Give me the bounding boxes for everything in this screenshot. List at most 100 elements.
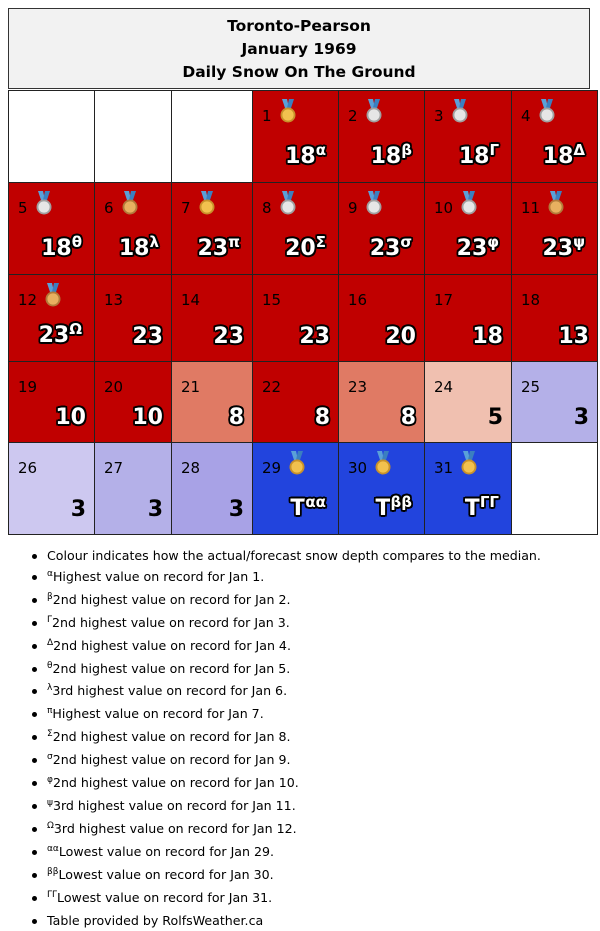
record-marker: α [316,141,326,159]
snow-depth-value: 20 [385,325,416,349]
note-marker: π [47,706,52,716]
note-text: 3rd highest value on record for Jan 11. [53,798,296,813]
note-text: 3rd highest value on record for Jan 6. [52,683,287,698]
note-item: ΓΓLowest value on record for Jan 31. [47,888,541,911]
silver-medal-icon [536,99,558,125]
day-number: 18 [521,292,540,309]
note-text: 2nd highest value on record for Jan 2. [53,592,291,607]
gold-medal-icon [277,99,299,125]
snow-depth-value: 18λ [119,237,159,262]
day-number: 12 [18,292,37,309]
day-number: 4 [521,108,531,125]
day-number: 17 [434,292,453,309]
note-item: αHighest value on record for Jan 1. [47,567,541,590]
day-number: 14 [181,292,200,309]
note-item: Δ2nd highest value on record for Jan 4. [47,636,541,659]
day-number: 29 [262,460,281,477]
note-item: πHighest value on record for Jan 7. [47,704,541,727]
snow-depth-value: 18Γ [459,145,499,170]
day-number: 15 [262,292,281,309]
note-text: Lowest value on record for Jan 30. [59,867,274,882]
snow-depth-value: TΓΓ [465,497,499,522]
note-marker: Ω [47,821,54,831]
day-number: 1 [262,108,272,125]
day-number: 20 [104,379,123,396]
day-number: 27 [104,460,123,477]
note-marker: β [47,592,53,602]
day-number: 5 [18,200,28,217]
day-number: 6 [104,200,114,217]
day-number: 2 [348,108,358,125]
snow-depth-value: 23ψ [542,237,585,262]
gold-medal-icon [458,451,480,477]
snow-depth-value: 3 [574,406,589,430]
notes-list: Colour indicates how the actual/forecast… [8,546,541,931]
gold-medal-icon [196,191,218,217]
day-cell: 7 23π [172,183,253,275]
day-cell: 11 23ψ [512,183,598,275]
empty-cell [9,91,95,183]
day-cell: 27 3 [95,443,172,535]
bronze-medal-icon [545,191,567,217]
note-text: 3rd highest value on record for Jan 12. [54,821,297,836]
day-number: 11 [521,200,540,217]
record-marker: ββ [391,493,412,511]
snow-depth-value: 23π [198,237,241,262]
note-item: Σ2nd highest value on record for Jan 8. [47,727,541,750]
note-text: Highest value on record for Jan 1. [53,569,264,584]
snow-depth-value: 3 [71,498,86,522]
snow-depth-value: 18 [472,325,503,349]
note-marker: ΓΓ [47,890,57,900]
note-item: β2nd highest value on record for Jan 2. [47,590,541,613]
note-marker: ψ [47,798,53,808]
snow-depth-value: Tαα [290,497,326,522]
note-marker: ββ [47,867,59,877]
silver-medal-icon [458,191,480,217]
note-item: θ2nd highest value on record for Jan 5. [47,659,541,682]
note-text: 2nd highest value on record for Jan 4. [53,638,291,653]
note-text: Lowest value on record for Jan 31. [57,890,272,905]
note-marker: λ [47,683,52,693]
record-marker: αα [305,493,326,511]
day-number: 21 [181,379,200,396]
day-cell: 29 Tαα [253,443,339,535]
snow-depth-value: 23 [299,325,330,349]
day-cell: 14 23 [172,275,253,362]
snow-depth-value: Tββ [376,497,413,522]
record-marker: θ [72,233,82,251]
note-item: λ3rd highest value on record for Jan 6. [47,681,541,704]
snow-depth-value: 10 [132,406,163,430]
empty-cell [172,91,253,183]
day-number: 30 [348,460,367,477]
snow-depth-value: 23 [213,325,244,349]
note-text: 2nd highest value on record for Jan 5. [53,661,291,676]
note-text: Table provided by RolfsWeather.ca [47,913,263,928]
snow-depth-value: 13 [558,325,589,349]
snow-depth-value: 3 [148,498,163,522]
note-marker: θ [47,661,53,671]
note-text: 2nd highest value on record for Jan 8. [53,729,291,744]
day-number: 7 [181,200,191,217]
day-number: 23 [348,379,367,396]
gold-medal-icon [372,451,394,477]
day-number: 31 [434,460,453,477]
record-marker: σ [400,233,412,251]
snow-depth-value: 8 [315,406,330,430]
note-text: Colour indicates how the actual/forecast… [47,548,541,563]
